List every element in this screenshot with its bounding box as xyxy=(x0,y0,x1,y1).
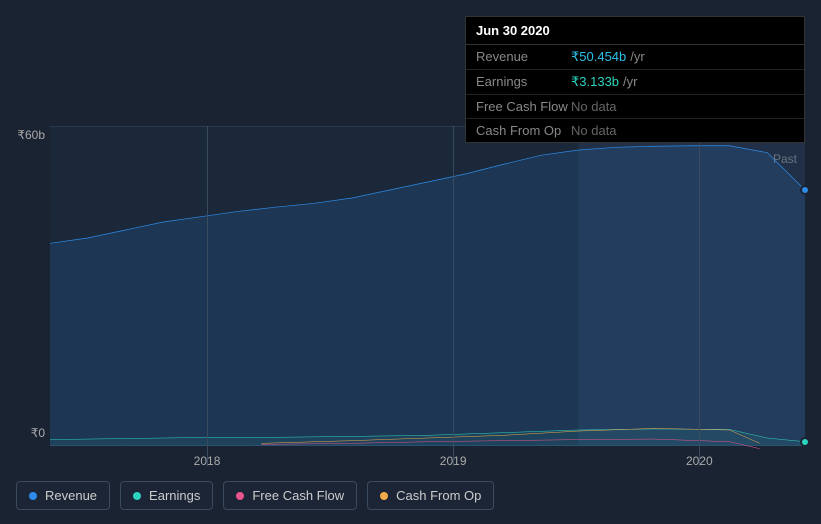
tooltip-row-suffix: /yr xyxy=(623,74,637,90)
legend-dot-icon xyxy=(236,492,244,500)
tooltip-date: Jun 30 2020 xyxy=(466,17,804,45)
series-end-marker xyxy=(800,185,810,195)
chart-legend: Revenue Earnings Free Cash Flow Cash From O… xyxy=(16,481,494,510)
legend-item-cfo[interactable]: Cash From Op xyxy=(367,481,494,510)
legend-dot-icon xyxy=(380,492,388,500)
y-axis-min: ₹0 xyxy=(5,426,45,440)
legend-label: Revenue xyxy=(45,488,97,503)
legend-label: Cash From Op xyxy=(396,488,481,503)
legend-item-fcf[interactable]: Free Cash Flow xyxy=(223,481,357,510)
legend-dot-icon xyxy=(29,492,37,500)
plot-area[interactable] xyxy=(50,126,805,446)
x-gridline xyxy=(699,126,700,466)
series-end-marker xyxy=(800,437,810,447)
tooltip-row-nodata: No data xyxy=(571,99,617,114)
legend-item-revenue[interactable]: Revenue xyxy=(16,481,110,510)
tooltip-row-label: Free Cash Flow xyxy=(476,99,571,114)
tooltip-row-suffix: /yr xyxy=(630,49,644,65)
legend-item-earnings[interactable]: Earnings xyxy=(120,481,213,510)
chart-lines xyxy=(50,126,805,446)
tooltip-row-value: ₹50.454b xyxy=(571,49,626,65)
x-axis-label: 2019 xyxy=(433,454,473,468)
y-axis-max: ₹60b xyxy=(5,128,45,142)
tooltip-row: Cash From OpNo data xyxy=(466,119,804,142)
tooltip-row-label: Revenue xyxy=(476,49,571,65)
x-axis-label: 2020 xyxy=(679,454,719,468)
x-gridline xyxy=(453,126,454,466)
legend-label: Free Cash Flow xyxy=(252,488,344,503)
legend-dot-icon xyxy=(133,492,141,500)
tooltip-row: Free Cash FlowNo data xyxy=(466,95,804,119)
tooltip-row-label: Cash From Op xyxy=(476,123,571,138)
legend-label: Earnings xyxy=(149,488,200,503)
tooltip-row-nodata: No data xyxy=(571,123,617,138)
tooltip-row: Revenue₹50.454b/yr xyxy=(466,45,804,70)
x-axis-label: 2018 xyxy=(187,454,227,468)
tooltip-row-label: Earnings xyxy=(476,74,571,90)
financial-chart: Jun 30 2020 Revenue₹50.454b/yrEarnings₹3… xyxy=(16,16,805,464)
tooltip-row-value: ₹3.133b xyxy=(571,74,619,90)
chart-tooltip: Jun 30 2020 Revenue₹50.454b/yrEarnings₹3… xyxy=(465,16,805,143)
tooltip-row: Earnings₹3.133b/yr xyxy=(466,70,804,95)
x-gridline xyxy=(207,126,208,466)
